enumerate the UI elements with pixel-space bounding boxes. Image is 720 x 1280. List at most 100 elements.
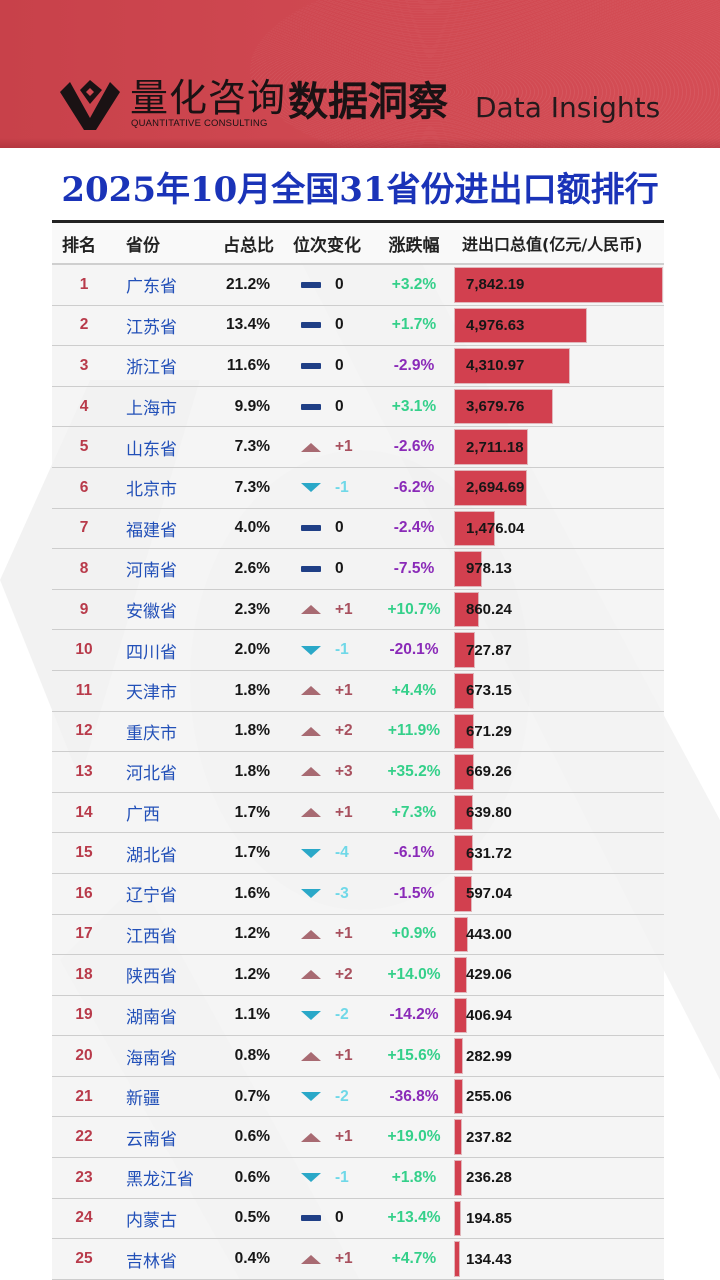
total-value-label: 671.29	[466, 722, 512, 740]
share-cell: 0.8%	[234, 1047, 270, 1065]
value-bar	[455, 1242, 459, 1276]
table-header: 排名 省份 占总比 位次变化 涨跌幅 进出口总值(亿元/人民币)	[52, 220, 664, 265]
rank-cell: 22	[75, 1128, 93, 1146]
province-cell: 湖南省	[126, 1007, 177, 1028]
table-row: 18 陕西省 1.2% +2 +14.0% 429.06	[52, 955, 664, 996]
growth-cell: +13.4%	[387, 1209, 441, 1227]
rank-cell: 20	[75, 1047, 93, 1065]
rank-cell: 4	[79, 397, 89, 415]
growth-cell: -7.5%	[393, 559, 435, 577]
rank-change-cell: 0	[278, 357, 376, 375]
total-value-cell: 1,476.04	[452, 509, 664, 549]
total-value-label: 673.15	[466, 682, 512, 700]
table-row: 10 四川省 2.0% -1 -20.1% 727.87	[52, 630, 664, 671]
rank-cell: 15	[75, 844, 93, 862]
table-row: 6 北京市 7.3% -1 -6.2% 2,694.69	[52, 467, 664, 509]
growth-cell: -1.5%	[393, 884, 435, 902]
rank-change-value: +1	[335, 1047, 353, 1065]
share-cell: 4.0%	[234, 519, 270, 537]
share-cell: 1.2%	[234, 965, 270, 983]
value-bar	[455, 1079, 462, 1114]
total-value-cell: 639.80	[452, 793, 664, 833]
total-value-label: 1,476.04	[466, 519, 525, 537]
rank-change-cell: 0	[278, 276, 376, 294]
growth-cell: +7.3%	[391, 803, 437, 821]
growth-cell: -6.2%	[393, 478, 435, 496]
table-row: 7 福建省 4.0% 0 -2.4% 1,476.04	[52, 508, 664, 550]
total-value-label: 443.00	[466, 925, 512, 943]
rank-change-cell: +2	[278, 966, 376, 984]
province-cell: 上海市	[126, 399, 177, 420]
rank-change-cell: +1	[278, 601, 376, 619]
share-cell: 0.6%	[234, 1128, 270, 1146]
rank-change-value: +1	[335, 803, 353, 821]
province-cell: 黑龙江省	[126, 1170, 194, 1191]
share-cell: 1.7%	[234, 803, 270, 821]
share-cell: 1.8%	[234, 681, 270, 699]
province-cell: 广东省	[126, 277, 177, 298]
rank-change-value: +1	[335, 600, 353, 618]
triangle-down-icon	[301, 1092, 321, 1102]
table-row: 3 浙江省 11.6% 0 -2.9% 4,310.97	[52, 346, 664, 387]
triangle-down-icon	[301, 889, 321, 899]
growth-cell: -20.1%	[389, 641, 439, 659]
page-title: 2025年10月全国31省份进出口额排行	[61, 170, 659, 210]
total-value-label: 669.26	[466, 763, 512, 781]
total-value-label: 282.99	[466, 1047, 512, 1065]
growth-cell: +4.7%	[391, 1250, 437, 1268]
dash-icon	[301, 1215, 321, 1222]
brand-name-en: QUANTITATIVE CONSULTING	[131, 118, 268, 129]
rank-change-cell: -2	[278, 1006, 376, 1024]
rank-change-value: +1	[335, 1250, 353, 1268]
growth-cell: +14.0%	[387, 965, 441, 983]
rank-change-value: -1	[335, 1168, 349, 1186]
share-cell: 0.7%	[234, 1087, 270, 1105]
rank-change-cell: +1	[278, 1047, 376, 1065]
rank-change-value: 0	[335, 519, 344, 537]
rank-change-value: 0	[335, 397, 344, 415]
triangle-down-icon	[301, 1010, 321, 1020]
table-row: 8 河南省 2.6% 0 -7.5% 978.13	[52, 549, 664, 590]
total-value-label: 134.43	[466, 1250, 512, 1268]
growth-cell: +1.7%	[391, 316, 437, 334]
table-row: 19 湖南省 1.1% -2 -14.2% 406.94	[52, 995, 664, 1037]
brand-name-cn: 量化咨询	[130, 76, 287, 120]
province-cell: 浙江省	[126, 358, 177, 379]
growth-cell: +15.6%	[387, 1047, 441, 1065]
share-cell: 1.7%	[234, 844, 270, 862]
value-bar	[455, 714, 473, 749]
table-row: 16 辽宁省 1.6% -3 -1.5% 597.04	[52, 873, 664, 915]
table-row: 12 重庆市 1.8% +2 +11.9% 671.29	[52, 711, 664, 753]
dash-icon	[301, 565, 321, 572]
total-value-label: 7,842.19	[466, 276, 525, 294]
growth-cell: -14.2%	[389, 1006, 439, 1024]
share-cell: 1.1%	[234, 1006, 270, 1024]
share-cell: 1.6%	[234, 884, 270, 902]
value-bar	[455, 917, 467, 952]
rank-cell: 17	[75, 925, 93, 943]
rank-change-value: +1	[335, 438, 353, 456]
triangle-up-icon	[301, 442, 321, 452]
value-bar	[455, 633, 474, 667]
growth-cell: +4.4%	[391, 681, 437, 699]
total-value-cell: 194.85	[452, 1199, 664, 1239]
table-row: 21 新疆 0.7% -2 -36.8% 255.06	[52, 1076, 664, 1118]
value-bar	[455, 268, 662, 302]
triangle-up-icon	[301, 929, 321, 939]
value-bar	[455, 430, 527, 464]
total-value-cell: 4,310.97	[452, 346, 664, 386]
rank-change-cell: 0	[278, 519, 376, 537]
dash-icon	[301, 525, 321, 532]
triangle-up-icon	[301, 686, 321, 696]
rank-change-value: +3	[335, 762, 353, 780]
total-value-label: 2,694.69	[466, 479, 525, 497]
share-cell: 9.9%	[234, 397, 270, 415]
rank-cell: 13	[75, 762, 93, 780]
table-row: 25 吉林省 0.4% +1 +4.7% 134.43	[52, 1239, 664, 1280]
province-cell: 陕西省	[126, 967, 177, 988]
value-bar	[455, 349, 569, 383]
rank-change-value: +1	[335, 681, 353, 699]
growth-cell: -2.9%	[393, 356, 435, 374]
triangle-up-icon	[301, 1132, 321, 1142]
value-bar	[455, 592, 478, 627]
